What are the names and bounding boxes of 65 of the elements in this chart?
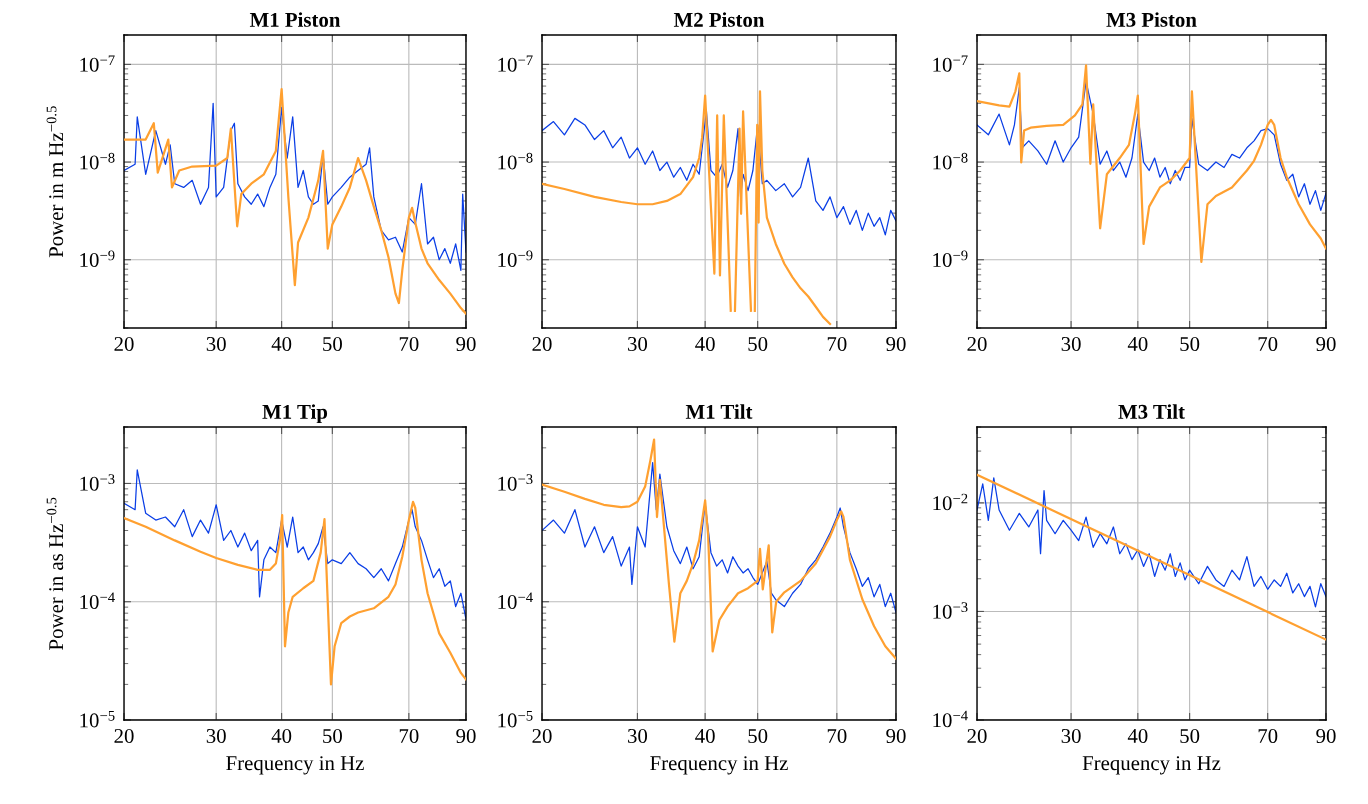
y-axis-title: Power in m Hz$^{−0.5}$ bbox=[46, 106, 64, 258]
y-tick-label: 10$^{−8}$ bbox=[498, 152, 533, 170]
x-tick-label: 40 bbox=[271, 336, 292, 351]
x-tick-label: 30 bbox=[1061, 728, 1081, 743]
y-tick-label: 10$^{−5}$ bbox=[498, 710, 533, 728]
x-tick-label: 30 bbox=[206, 336, 226, 351]
x-tick-label: 90 bbox=[456, 728, 476, 743]
y-tick-label: 10$^{−9}$ bbox=[80, 250, 115, 268]
x-axis-title: Frequency in Hz bbox=[650, 756, 788, 775]
x-tick-label: 20 bbox=[114, 336, 134, 351]
y-tick-label: 10$^{−4}$ bbox=[80, 592, 115, 609]
x-tick-label: 40 bbox=[695, 336, 715, 351]
x-axis-title: Frequency in Hz bbox=[226, 756, 364, 775]
y-tick-label: 10$^{−4}$ bbox=[933, 710, 968, 728]
x-tick-label: 70 bbox=[399, 728, 419, 743]
x-tick-label: 70 bbox=[827, 728, 847, 743]
x-tick-label: 90 bbox=[456, 336, 476, 351]
x-tick-label: 70 bbox=[1258, 728, 1278, 743]
x-tick-label: 70 bbox=[1258, 336, 1278, 351]
x-tick-label: 30 bbox=[628, 336, 648, 351]
x-tick-label: 70 bbox=[827, 336, 847, 351]
y-tick-label: 10$^{−7}$ bbox=[933, 55, 968, 72]
x-tick-label: 20 bbox=[532, 336, 552, 351]
x-tick-label: 20 bbox=[967, 728, 987, 743]
x-tick-label: 90 bbox=[1316, 336, 1336, 351]
x-tick-label: 50 bbox=[323, 336, 342, 351]
y-tick-label: 10$^{−3}$ bbox=[933, 602, 968, 619]
y-tick-label: 10$^{−9}$ bbox=[933, 250, 968, 268]
chart-title: M3 Tilt bbox=[1118, 404, 1185, 419]
x-axis-title: Frequency in Hz bbox=[1082, 756, 1221, 775]
y-tick-label: 10$^{−3}$ bbox=[80, 474, 115, 491]
x-tick-label: 50 bbox=[748, 336, 768, 351]
y-tick-label: 10$^{−7}$ bbox=[80, 55, 115, 72]
y-tick-label: 10$^{−5}$ bbox=[80, 710, 115, 728]
chart-title: M1 Tip bbox=[262, 404, 328, 424]
x-tick-label: 20 bbox=[114, 728, 134, 743]
x-tick-label: 50 bbox=[748, 728, 768, 743]
x-tick-label: 50 bbox=[1180, 336, 1200, 351]
y-tick-label: 10$^{−3}$ bbox=[498, 474, 533, 491]
y-tick-label: 10$^{−8}$ bbox=[80, 152, 115, 170]
x-tick-label: 90 bbox=[1316, 728, 1336, 743]
x-tick-label: 40 bbox=[1127, 728, 1148, 743]
x-tick-label: 40 bbox=[271, 728, 292, 743]
x-tick-label: 90 bbox=[886, 336, 906, 351]
y-tick-label: 10$^{−8}$ bbox=[933, 152, 968, 170]
x-tick-label: 30 bbox=[628, 728, 648, 743]
y-axis-title: Power in as Hz$^{−0.5}$ bbox=[46, 497, 64, 650]
y-tick-label: 10$^{−4}$ bbox=[498, 592, 533, 609]
x-tick-label: 20 bbox=[967, 336, 987, 351]
x-tick-label: 20 bbox=[532, 728, 552, 743]
x-tick-label: 70 bbox=[399, 336, 419, 351]
y-tick-label: 10$^{−7}$ bbox=[498, 55, 533, 72]
chart-title: M1 Tilt bbox=[685, 404, 753, 419]
x-tick-label: 90 bbox=[886, 728, 906, 743]
chart-title: M3 Piston bbox=[1106, 12, 1197, 27]
x-tick-label: 30 bbox=[206, 728, 226, 743]
x-tick-label: 50 bbox=[323, 728, 342, 743]
x-tick-label: 30 bbox=[1061, 336, 1081, 351]
x-tick-label: 40 bbox=[695, 728, 715, 743]
y-tick-label: 10$^{−9}$ bbox=[498, 250, 533, 268]
chart-title: M1 Piston bbox=[249, 12, 341, 27]
x-tick-label: 40 bbox=[1127, 336, 1148, 351]
x-tick-label: 50 bbox=[1180, 728, 1200, 743]
y-tick-label: 10$^{−2}$ bbox=[933, 493, 968, 511]
chart-title: M2 Piston bbox=[673, 12, 765, 27]
